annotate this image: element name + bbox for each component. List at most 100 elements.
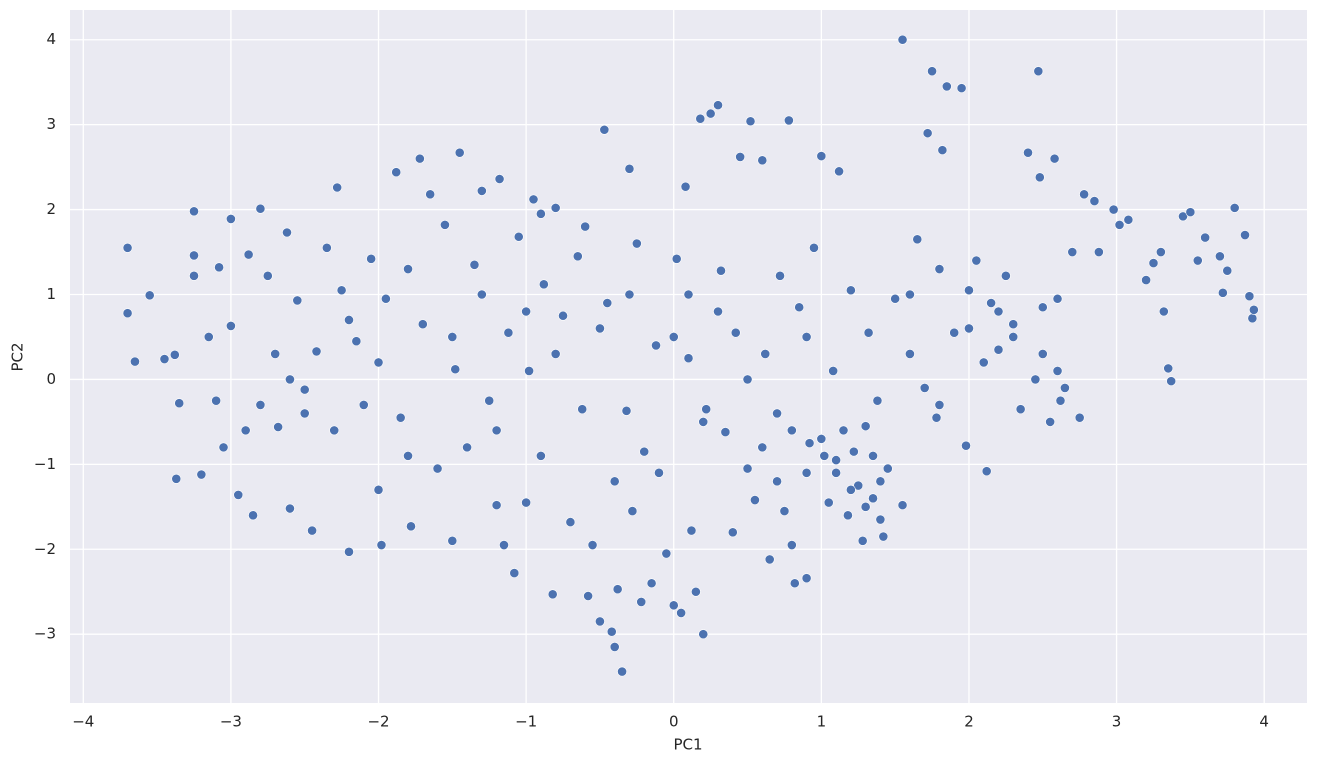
point xyxy=(395,412,406,423)
x-tick-label: 2 xyxy=(964,713,974,731)
y-tick-label: 1 xyxy=(46,285,56,303)
point xyxy=(307,525,317,536)
point xyxy=(745,116,756,127)
point xyxy=(189,270,199,281)
point xyxy=(203,332,214,342)
point xyxy=(329,425,340,436)
point xyxy=(550,202,561,213)
point xyxy=(587,540,598,550)
point xyxy=(1178,211,1188,222)
point xyxy=(1033,66,1044,77)
point xyxy=(528,194,539,205)
point xyxy=(794,302,805,313)
point xyxy=(1008,319,1019,330)
point xyxy=(897,34,908,45)
point xyxy=(931,412,942,423)
point xyxy=(373,357,384,368)
point xyxy=(1037,349,1048,359)
x-tick-label: −3 xyxy=(220,713,242,731)
point xyxy=(713,100,723,111)
point xyxy=(130,356,140,367)
point xyxy=(174,398,185,409)
point xyxy=(801,332,812,342)
point xyxy=(358,400,369,410)
point xyxy=(860,421,871,432)
point xyxy=(668,600,679,611)
point xyxy=(789,578,800,589)
point xyxy=(863,327,874,338)
point xyxy=(838,425,849,436)
point xyxy=(285,503,295,514)
point xyxy=(321,242,332,253)
point xyxy=(211,395,222,406)
point xyxy=(716,265,726,276)
point xyxy=(535,450,546,461)
point xyxy=(599,124,610,135)
point xyxy=(440,219,450,230)
point xyxy=(1148,258,1159,268)
point xyxy=(225,214,236,224)
point xyxy=(1229,202,1240,213)
point xyxy=(1000,270,1011,281)
point xyxy=(631,238,642,249)
point xyxy=(661,548,672,559)
point xyxy=(993,344,1004,355)
point xyxy=(462,442,472,453)
point xyxy=(897,500,908,511)
point xyxy=(882,463,893,474)
point xyxy=(159,354,170,364)
point xyxy=(783,115,794,126)
point xyxy=(577,404,588,415)
point xyxy=(964,285,974,296)
point xyxy=(535,208,546,219)
point xyxy=(971,255,982,266)
point xyxy=(1045,416,1056,427)
point xyxy=(494,174,505,184)
point xyxy=(730,327,741,338)
point xyxy=(450,364,461,375)
point xyxy=(1023,147,1033,158)
point xyxy=(521,497,532,508)
point xyxy=(373,484,384,495)
point xyxy=(624,163,635,174)
point xyxy=(189,206,199,217)
point xyxy=(336,285,347,296)
point xyxy=(538,279,549,290)
point xyxy=(804,438,815,449)
point xyxy=(380,293,391,304)
point xyxy=(1015,404,1026,415)
point xyxy=(654,467,664,478)
point xyxy=(583,591,594,601)
x-tick-label: 3 xyxy=(1112,713,1122,731)
point xyxy=(122,242,133,253)
point xyxy=(742,374,753,385)
point xyxy=(878,531,889,542)
point xyxy=(299,408,310,419)
point xyxy=(772,408,782,419)
point xyxy=(698,416,709,427)
point xyxy=(1060,383,1070,393)
point xyxy=(1037,302,1048,313)
point xyxy=(801,467,812,478)
y-tick-label: −1 xyxy=(34,455,56,473)
point xyxy=(376,540,387,550)
point xyxy=(233,490,244,500)
point xyxy=(624,289,635,300)
point xyxy=(484,395,495,406)
point xyxy=(668,332,679,342)
point xyxy=(621,405,632,416)
point xyxy=(292,295,303,306)
point xyxy=(683,353,694,364)
point xyxy=(1158,306,1169,317)
point xyxy=(1248,304,1259,315)
point xyxy=(937,145,948,156)
point xyxy=(1108,204,1119,215)
point xyxy=(1240,230,1250,240)
point xyxy=(683,289,694,300)
point xyxy=(627,506,638,516)
point xyxy=(831,467,842,478)
point xyxy=(612,584,623,595)
point xyxy=(1163,363,1174,374)
point xyxy=(572,251,583,262)
point xyxy=(1123,214,1134,225)
